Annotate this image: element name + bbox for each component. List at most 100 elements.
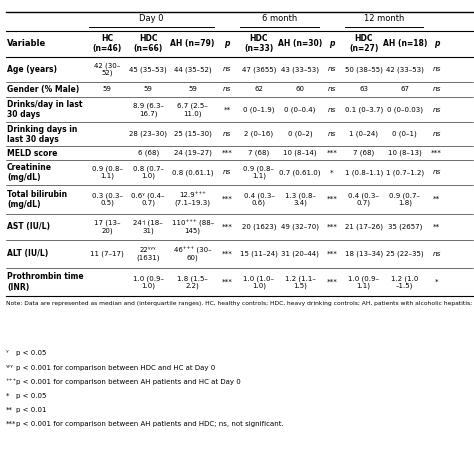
Text: 44 (35–52): 44 (35–52) bbox=[174, 66, 211, 73]
Text: Drinks/day in last
30 days: Drinks/day in last 30 days bbox=[7, 100, 82, 119]
Text: 47 (3655): 47 (3655) bbox=[242, 66, 276, 73]
Text: Day 0: Day 0 bbox=[139, 14, 164, 24]
Text: 1 (0–24): 1 (0–24) bbox=[349, 131, 378, 138]
Text: p < 0.05: p < 0.05 bbox=[16, 393, 46, 399]
Text: ***: *** bbox=[431, 150, 442, 156]
Text: 0 (0–0.4): 0 (0–0.4) bbox=[284, 106, 316, 113]
Text: ns: ns bbox=[328, 66, 336, 73]
Text: 35 (2657): 35 (2657) bbox=[388, 224, 422, 230]
Text: AH (n=30): AH (n=30) bbox=[278, 39, 322, 48]
Text: 8.9 (6.3–
16.7): 8.9 (6.3– 16.7) bbox=[133, 103, 164, 116]
Text: ns: ns bbox=[223, 87, 231, 92]
Text: Total bilirubin
(mg/dL): Total bilirubin (mg/dL) bbox=[7, 189, 67, 209]
Text: 11 (7–17): 11 (7–17) bbox=[91, 251, 124, 257]
Text: ***: *** bbox=[6, 421, 16, 427]
Text: ns: ns bbox=[432, 106, 441, 113]
Text: Age (years): Age (years) bbox=[7, 65, 57, 74]
Text: 22ᵞᵞᵞ
(1631): 22ᵞᵞᵞ (1631) bbox=[137, 247, 160, 260]
Text: ns: ns bbox=[432, 251, 441, 257]
Text: p < 0.01: p < 0.01 bbox=[16, 407, 46, 413]
Text: p: p bbox=[434, 39, 439, 48]
Text: 0.9 (0.8–
1.1): 0.9 (0.8– 1.1) bbox=[244, 165, 274, 179]
Text: Variable: Variable bbox=[7, 39, 46, 48]
Text: 20 (1623): 20 (1623) bbox=[242, 224, 276, 230]
Text: ALT (IU/L): ALT (IU/L) bbox=[7, 249, 48, 259]
Text: Note: Data are represented as median and (interquartile ranges). HC, healthy con: Note: Data are represented as median and… bbox=[6, 301, 474, 306]
Text: ns: ns bbox=[223, 66, 231, 73]
Text: 25 (22–35): 25 (22–35) bbox=[386, 251, 424, 257]
Text: **: ** bbox=[433, 196, 440, 202]
Text: 6 month: 6 month bbox=[262, 14, 297, 24]
Text: HDC
(n=33): HDC (n=33) bbox=[245, 34, 273, 53]
Text: 25 (15–30): 25 (15–30) bbox=[173, 131, 211, 138]
Text: 1.8 (1.5–
2.2): 1.8 (1.5– 2.2) bbox=[177, 275, 208, 289]
Text: ns: ns bbox=[432, 170, 441, 175]
Text: 60: 60 bbox=[296, 87, 305, 92]
Text: 0.9 (0.7–
1.8): 0.9 (0.7– 1.8) bbox=[389, 192, 420, 206]
Text: ***: *** bbox=[222, 224, 233, 230]
Text: 67: 67 bbox=[401, 87, 410, 92]
Text: 0 (0–1.9): 0 (0–1.9) bbox=[243, 106, 275, 113]
Text: 12.9⁺⁺⁺
(7.1–19.3): 12.9⁺⁺⁺ (7.1–19.3) bbox=[174, 193, 210, 206]
Text: 6 (68): 6 (68) bbox=[137, 150, 159, 156]
Text: 6.7 (2.5–
11.0): 6.7 (2.5– 11.0) bbox=[177, 103, 208, 116]
Text: 0 (0–2): 0 (0–2) bbox=[288, 131, 312, 138]
Text: 0.4 (0.3–
0.6): 0.4 (0.3– 0.6) bbox=[244, 192, 274, 206]
Text: 45 (35–53): 45 (35–53) bbox=[129, 66, 167, 73]
Text: **: ** bbox=[224, 106, 231, 113]
Text: p: p bbox=[225, 39, 230, 48]
Text: ***: *** bbox=[327, 251, 337, 257]
Text: ⁺⁺⁺: ⁺⁺⁺ bbox=[6, 379, 17, 385]
Text: Drinking days in
last 30 days: Drinking days in last 30 days bbox=[7, 124, 77, 144]
Text: 1.0 (1.0–
1.0): 1.0 (1.0– 1.0) bbox=[244, 275, 274, 289]
Text: ns: ns bbox=[328, 106, 336, 113]
Text: 0.7 (0.61.0): 0.7 (0.61.0) bbox=[279, 169, 321, 176]
Text: p < 0.05: p < 0.05 bbox=[16, 350, 46, 357]
Text: Gender (% Male): Gender (% Male) bbox=[7, 85, 79, 94]
Text: 1 (0.8–1.1): 1 (0.8–1.1) bbox=[345, 169, 383, 176]
Text: ***: *** bbox=[222, 196, 233, 202]
Text: ns: ns bbox=[328, 131, 336, 137]
Text: 2 (0–16): 2 (0–16) bbox=[245, 131, 273, 138]
Text: ᵞᵞᵞ: ᵞᵞᵞ bbox=[6, 365, 14, 371]
Text: 21 (17–26): 21 (17–26) bbox=[345, 224, 383, 230]
Text: 1.0 (0.9–
1.0): 1.0 (0.9– 1.0) bbox=[133, 275, 164, 289]
Text: ***: *** bbox=[327, 150, 337, 156]
Text: 59: 59 bbox=[188, 87, 197, 92]
Text: AST (IU/L): AST (IU/L) bbox=[7, 222, 50, 231]
Text: ***: *** bbox=[222, 279, 233, 285]
Text: Prothrombin time
(INR): Prothrombin time (INR) bbox=[7, 272, 84, 292]
Text: ns: ns bbox=[223, 131, 231, 137]
Text: 0 (0–1): 0 (0–1) bbox=[392, 131, 417, 138]
Text: 7 (68): 7 (68) bbox=[248, 150, 270, 156]
Text: 0.3 (0.3–
0.5): 0.3 (0.3– 0.5) bbox=[92, 192, 123, 206]
Text: 59: 59 bbox=[144, 87, 153, 92]
Text: 59: 59 bbox=[103, 87, 112, 92]
Text: *: * bbox=[6, 393, 9, 399]
Text: *: * bbox=[435, 279, 438, 285]
Text: 24˦ (18–
31): 24˦ (18– 31) bbox=[133, 220, 163, 234]
Text: ns: ns bbox=[223, 170, 231, 175]
Text: MELD score: MELD score bbox=[7, 148, 57, 158]
Text: ***: *** bbox=[327, 224, 337, 230]
Text: 0.1 (0–3.7): 0.1 (0–3.7) bbox=[345, 106, 383, 113]
Text: 46⁺⁺⁺ (30–
60): 46⁺⁺⁺ (30– 60) bbox=[174, 246, 211, 261]
Text: p: p bbox=[329, 39, 335, 48]
Text: p < 0.001 for comparison between AH patients and HC at Day 0: p < 0.001 for comparison between AH pati… bbox=[16, 379, 241, 385]
Text: 0.8 (0.61.1): 0.8 (0.61.1) bbox=[172, 169, 213, 176]
Text: 50 (38–55): 50 (38–55) bbox=[345, 66, 383, 73]
Text: 10 (8–13): 10 (8–13) bbox=[388, 150, 422, 156]
Text: ***: *** bbox=[222, 150, 233, 156]
Text: ns: ns bbox=[432, 87, 441, 92]
Text: ***: *** bbox=[222, 251, 233, 257]
Text: 0.9 (0.8–
1.1): 0.9 (0.8– 1.1) bbox=[92, 165, 123, 179]
Text: 10 (8–14): 10 (8–14) bbox=[283, 150, 317, 156]
Text: 15 (11–24): 15 (11–24) bbox=[240, 251, 278, 257]
Text: HC
(n=46): HC (n=46) bbox=[93, 34, 122, 53]
Text: 7 (68): 7 (68) bbox=[353, 150, 374, 156]
Text: *: * bbox=[330, 170, 334, 175]
Text: 1.0 (0.9–
1.1): 1.0 (0.9– 1.1) bbox=[348, 275, 379, 289]
Text: HDC
(n=27): HDC (n=27) bbox=[349, 34, 378, 53]
Text: ***: *** bbox=[327, 196, 337, 202]
Text: ns: ns bbox=[328, 87, 336, 92]
